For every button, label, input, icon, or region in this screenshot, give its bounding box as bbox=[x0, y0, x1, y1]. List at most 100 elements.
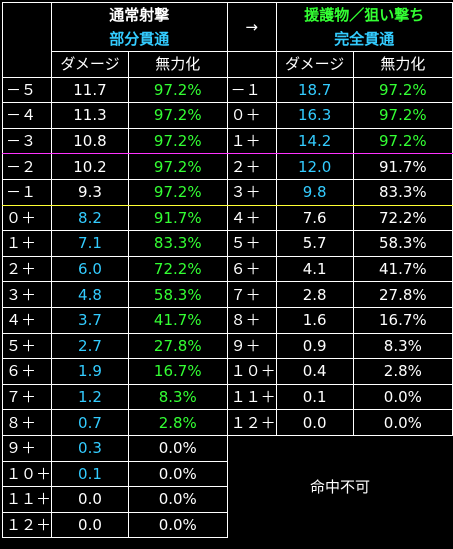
table-row: １＋ 7.1 83.3% ５＋ 5.7 58.3% bbox=[1, 230, 453, 257]
table-row: ０＋ 8.2 91.7% ４＋ 7.6 72.2% bbox=[1, 204, 453, 232]
left-level-cell: ７＋ bbox=[1, 383, 53, 411]
table-row: ５＋ 2.7 27.8% ９＋ 0.9 8.3% bbox=[1, 332, 453, 360]
left-damage-cell: 1.9 bbox=[51, 358, 129, 385]
right-level-cell: ６＋ bbox=[226, 255, 277, 283]
left-level-cell: －３ bbox=[1, 127, 53, 155]
table-row: ４＋ 3.7 41.7% ８＋ 1.6 16.7% bbox=[1, 306, 453, 334]
right-nullify-cell: 72.2% bbox=[352, 204, 453, 232]
arrow-spacer bbox=[226, 51, 277, 78]
left-nullify-cell: 91.7% bbox=[127, 204, 228, 232]
left-damage-cell: 10.2 bbox=[51, 153, 129, 180]
left-level-cell: ８＋ bbox=[1, 409, 53, 436]
left-level-cell: ９＋ bbox=[1, 434, 53, 462]
left-nullify-cell: 97.2% bbox=[127, 178, 228, 206]
table-row: ３＋ 4.8 58.3% ７＋ 2.8 27.8% bbox=[1, 281, 453, 308]
left-damage-cell: 0.0 bbox=[51, 511, 129, 539]
left-damage-cell: 4.8 bbox=[51, 281, 129, 308]
left-nullify-cell: 41.7% bbox=[127, 306, 228, 334]
left-level-cell: －１ bbox=[1, 178, 53, 206]
right-nullify-cell: 91.7% bbox=[352, 153, 453, 180]
right-damage-cell: 14.2 bbox=[275, 127, 354, 155]
left-nullify-cell: 0.0% bbox=[127, 434, 228, 462]
right-level-cell: ３＋ bbox=[226, 178, 277, 206]
right-nullify-cell: 97.2% bbox=[352, 76, 453, 104]
right-damage-header: ダメージ bbox=[275, 51, 354, 78]
left-damage-cell: 0.7 bbox=[51, 409, 129, 436]
right-level-cell: －１ bbox=[226, 76, 277, 104]
left-damage-cell: 7.1 bbox=[51, 230, 129, 257]
table-row: ７＋ 1.2 8.3% １１＋ 0.1 0.0% bbox=[1, 383, 453, 411]
left-nullify-cell: 97.2% bbox=[127, 127, 228, 155]
left-damage-cell: 0.1 bbox=[51, 460, 129, 488]
right-nullify-cell: 16.7% bbox=[352, 306, 453, 334]
left-nullify-cell: 0.0% bbox=[127, 511, 228, 539]
left-level-cell: ５＋ bbox=[1, 332, 53, 360]
right-nullify-cell: 97.2% bbox=[352, 127, 453, 155]
right-damage-cell: 0.0 bbox=[275, 409, 354, 436]
right-damage-cell: 18.7 bbox=[275, 76, 354, 104]
right-damage-cell: 0.4 bbox=[275, 358, 354, 385]
left-damage-cell: 9.3 bbox=[51, 178, 129, 206]
right-nullify-cell: 58.3% bbox=[352, 230, 453, 257]
right-nullify-cell: 27.8% bbox=[352, 281, 453, 308]
right-damage-cell: 5.7 bbox=[275, 230, 354, 257]
right-level-cell: ４＋ bbox=[226, 204, 277, 232]
left-level-cell: ６＋ bbox=[1, 358, 53, 385]
right-level-cell: ２＋ bbox=[226, 153, 277, 180]
left-level-cell: －２ bbox=[1, 153, 53, 180]
table-row: －１ 9.3 97.2% ３＋ 9.8 83.3% bbox=[1, 178, 453, 206]
right-nullify-header: 無力化 bbox=[352, 51, 453, 78]
left-level-cell: ０＋ bbox=[1, 204, 53, 232]
left-damage-cell: 0.0 bbox=[51, 486, 129, 513]
left-level-cell: ４＋ bbox=[1, 306, 53, 334]
table-row: ２＋ 6.0 72.2% ６＋ 4.1 41.7% bbox=[1, 255, 453, 283]
left-damage-cell: 11.3 bbox=[51, 102, 129, 129]
right-nullify-cell: 8.3% bbox=[352, 332, 453, 360]
right-nullify-cell: 97.2% bbox=[352, 102, 453, 129]
left-subtitle: 部分貫通 bbox=[51, 27, 228, 52]
left-damage-cell: 2.7 bbox=[51, 332, 129, 360]
left-nullify-cell: 72.2% bbox=[127, 255, 228, 283]
right-damage-cell: 12.0 bbox=[275, 153, 354, 180]
left-nullify-cell: 8.3% bbox=[127, 383, 228, 411]
left-nullify-cell: 97.2% bbox=[127, 153, 228, 180]
left-level-cell: １１＋ bbox=[1, 486, 53, 513]
table-row: －３ 10.8 97.2% １＋ 14.2 97.2% bbox=[1, 127, 453, 155]
left-level-cell: ２＋ bbox=[1, 255, 53, 283]
right-nullify-cell: 83.3% bbox=[352, 178, 453, 206]
right-nullify-cell: 2.8% bbox=[352, 358, 453, 385]
right-level-cell: １２＋ bbox=[226, 409, 277, 436]
left-level-cell: １＋ bbox=[1, 230, 53, 257]
left-nullify-header: 無力化 bbox=[127, 51, 228, 78]
table-row: １０＋ 0.1 0.0% bbox=[1, 460, 453, 488]
left-damage-cell: 10.8 bbox=[51, 127, 129, 155]
left-nullify-cell: 97.2% bbox=[127, 102, 228, 129]
left-nullify-cell: 27.8% bbox=[127, 332, 228, 360]
right-level-cell: １１＋ bbox=[226, 383, 277, 411]
right-level-cell: １＋ bbox=[226, 127, 277, 155]
left-damage-cell: 11.7 bbox=[51, 76, 129, 104]
left-level-cell: ３＋ bbox=[1, 281, 53, 308]
left-title: 通常射撃 bbox=[51, 2, 228, 27]
arrow-label: → bbox=[226, 2, 277, 52]
left-damage-cell: 3.7 bbox=[51, 306, 129, 334]
penetration-damage-table: 通常射撃 → 援護物／狙い撃ち 部分貫通 完全貫通 ダメージ 無力化 ダメージ … bbox=[1, 2, 453, 539]
right-level-cell: ０＋ bbox=[226, 102, 277, 129]
left-level-cell: １２＋ bbox=[1, 511, 53, 539]
table-row: １１＋ 0.0 0.0% bbox=[1, 486, 453, 513]
right-damage-cell: 0.1 bbox=[275, 383, 354, 411]
table-row: ６＋ 1.9 16.7% １０＋ 0.4 2.8% bbox=[1, 358, 453, 385]
right-level-cell: ５＋ bbox=[226, 230, 277, 257]
right-level-cell: ８＋ bbox=[226, 306, 277, 334]
right-damage-cell: 7.6 bbox=[275, 204, 354, 232]
right-title: 援護物／狙い撃ち bbox=[275, 2, 453, 27]
left-level-cell: －５ bbox=[1, 76, 53, 104]
right-level-cell: １０＋ bbox=[226, 358, 277, 385]
right-damage-cell: 16.3 bbox=[275, 102, 354, 129]
right-damage-cell: 1.6 bbox=[275, 306, 354, 334]
table-row: １２＋ 0.0 0.0% bbox=[1, 511, 453, 539]
left-level-cell: －４ bbox=[1, 102, 53, 129]
table-row: ８＋ 0.7 2.8% １２＋ 0.0 0.0% bbox=[1, 409, 453, 436]
left-damage-header: ダメージ bbox=[51, 51, 129, 78]
cannot-hit-cell: 命中不可 bbox=[226, 434, 453, 538]
